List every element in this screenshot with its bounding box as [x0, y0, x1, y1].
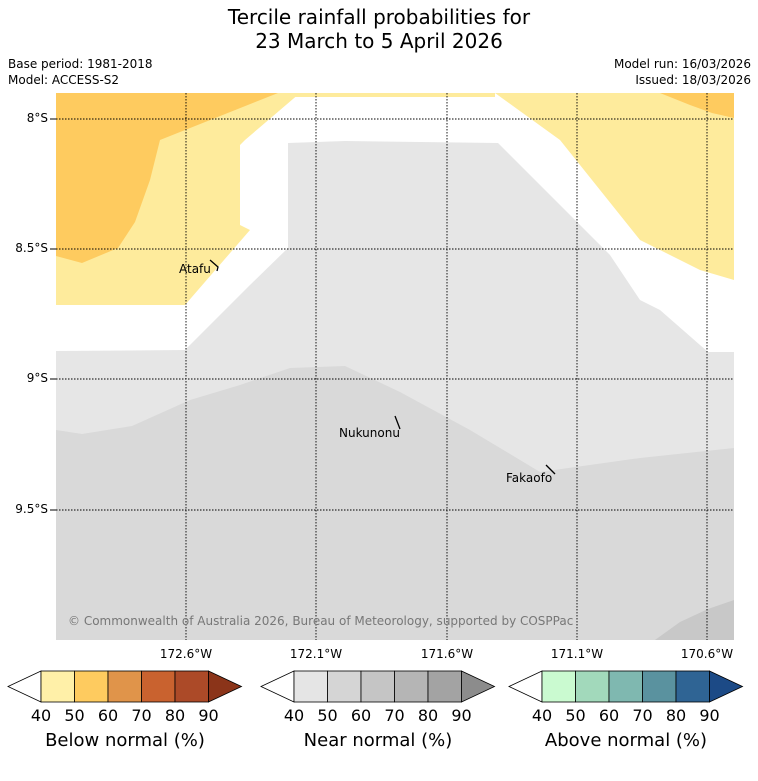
colorbar-above-segment: [642, 670, 677, 703]
colorbar-title-above: Above normal (%): [544, 730, 708, 751]
model-name: Model: ACCESS-S2: [8, 73, 120, 87]
colorbar-near-tick-label: 80: [417, 706, 439, 725]
colorbar-near-segment: [360, 670, 395, 703]
colorbar-above-segment: [709, 670, 744, 703]
lat-label-8s: 8°S: [26, 111, 48, 125]
nukunonu-atoll-marker: [394, 415, 401, 430]
colorbar-above-tick-label: 90: [699, 706, 720, 725]
map-title: Tercile rainfall probabilities for 23 Ma…: [0, 5, 758, 53]
colorbar-below-segment: [141, 670, 176, 703]
colorbars: [7, 670, 744, 703]
atafu-atoll-marker: [209, 259, 219, 272]
lat-label-8-5s: 8.5°S: [15, 241, 48, 255]
colorbar-above-normal: [508, 670, 744, 703]
colorbar-above-tick-label: 50: [565, 706, 586, 725]
colorbar-near-tick-label: 70: [384, 706, 405, 725]
colorbar-near-tick-label: 90: [451, 706, 472, 725]
colorbar-above-segment: [575, 670, 610, 703]
base-period: Base period: 1981-2018: [8, 57, 153, 71]
below-normal-50-region: [56, 93, 278, 263]
colorbar-below-tick-label: 90: [198, 706, 219, 725]
fakaofo-atoll-marker: [545, 464, 556, 475]
colorbar-near-under-triangle: [260, 670, 295, 703]
colorbar-below-normal: [7, 670, 243, 703]
colorbar-below-tick-label: 80: [164, 706, 186, 725]
colorbar-above-tick-label: 70: [632, 706, 653, 725]
below-normal-40-strip-top: [270, 93, 495, 97]
colorbar-above-segment: [541, 670, 576, 703]
colorbar-above-segment: [675, 670, 710, 703]
colorbar-near-normal: [260, 670, 496, 703]
lat-ticks: [50, 118, 56, 511]
lon-label-172-1w: 172.1°W: [289, 647, 343, 661]
title-line-2: 23 March to 5 April 2026: [255, 29, 503, 53]
model-run: Model run: 16/03/2026: [613, 57, 751, 71]
colorbar-below-tick-label: 60: [97, 706, 119, 725]
below-normal-50-region-east: [660, 93, 734, 118]
colorbar-below-segment: [174, 670, 209, 703]
colorbar-near-segment: [394, 670, 429, 703]
colorbar-near-segment: [293, 670, 328, 703]
colorbar-above-tick-label: 60: [598, 706, 620, 725]
colorbar-below-segment: [40, 670, 75, 703]
title-line-1: Tercile rainfall probabilities for: [227, 5, 531, 29]
place-label-nukunonu: Nukunonu: [339, 426, 400, 440]
colorbar-below-segment: [107, 670, 142, 703]
lon-label-171-6w: 171.6°W: [420, 647, 474, 661]
colorbar-near-segment: [461, 670, 496, 703]
colorbar-above-segment: [608, 670, 643, 703]
lon-label-170-6w: 170.6°W: [680, 647, 734, 661]
colorbar-near-tick-label: 60: [350, 706, 372, 725]
lat-label-9s: 9°S: [26, 371, 48, 385]
colorbar-below-tick-label: 70: [131, 706, 152, 725]
colorbar-below-tick-label: 50: [64, 706, 85, 725]
map-area: [56, 93, 734, 640]
colorbar-above-tick-label: 80: [665, 706, 687, 725]
colorbar-above-under-triangle: [508, 670, 543, 703]
issued-date: Issued: 18/03/2026: [635, 73, 751, 87]
place-label-atafu: Atafu: [179, 262, 211, 276]
colorbar-below-tick-label: 40: [30, 706, 52, 725]
meta-right: Model run: 16/03/2026 Issued: 18/03/2026: [614, 56, 751, 88]
colorbar-near-tick-label: 40: [283, 706, 305, 725]
place-label-fakaofo: Fakaofo: [506, 471, 553, 485]
colorbar-title-below: Below normal (%): [45, 730, 205, 751]
lat-label-9-5s: 9.5°S: [15, 502, 48, 516]
colorbar-near-tick-label: 50: [317, 706, 338, 725]
graticule: [56, 93, 734, 640]
colorbar-below-segment: [74, 670, 109, 703]
colorbar-near-segment: [327, 670, 362, 703]
copyright-notice: © Commonwealth of Australia 2026, Bureau…: [68, 614, 574, 628]
below-normal-40-region-east: [495, 93, 734, 280]
colorbar-near-segment: [427, 670, 462, 703]
near-normal-50-region: [56, 366, 734, 640]
colorbar-below-under-triangle: [7, 670, 42, 703]
lon-label-171-1w: 171.1°W: [550, 647, 604, 661]
colorbar-title-near: Near normal (%): [303, 730, 453, 751]
lon-label-172-6w: 172.6°W: [159, 647, 213, 661]
colorbar-below-segment: [208, 670, 243, 703]
near-normal-60-region: [655, 600, 734, 640]
colorbar-above-tick-label: 40: [531, 706, 553, 725]
meta-left: Base period: 1981-2018 Model: ACCESS-S2: [8, 56, 153, 88]
